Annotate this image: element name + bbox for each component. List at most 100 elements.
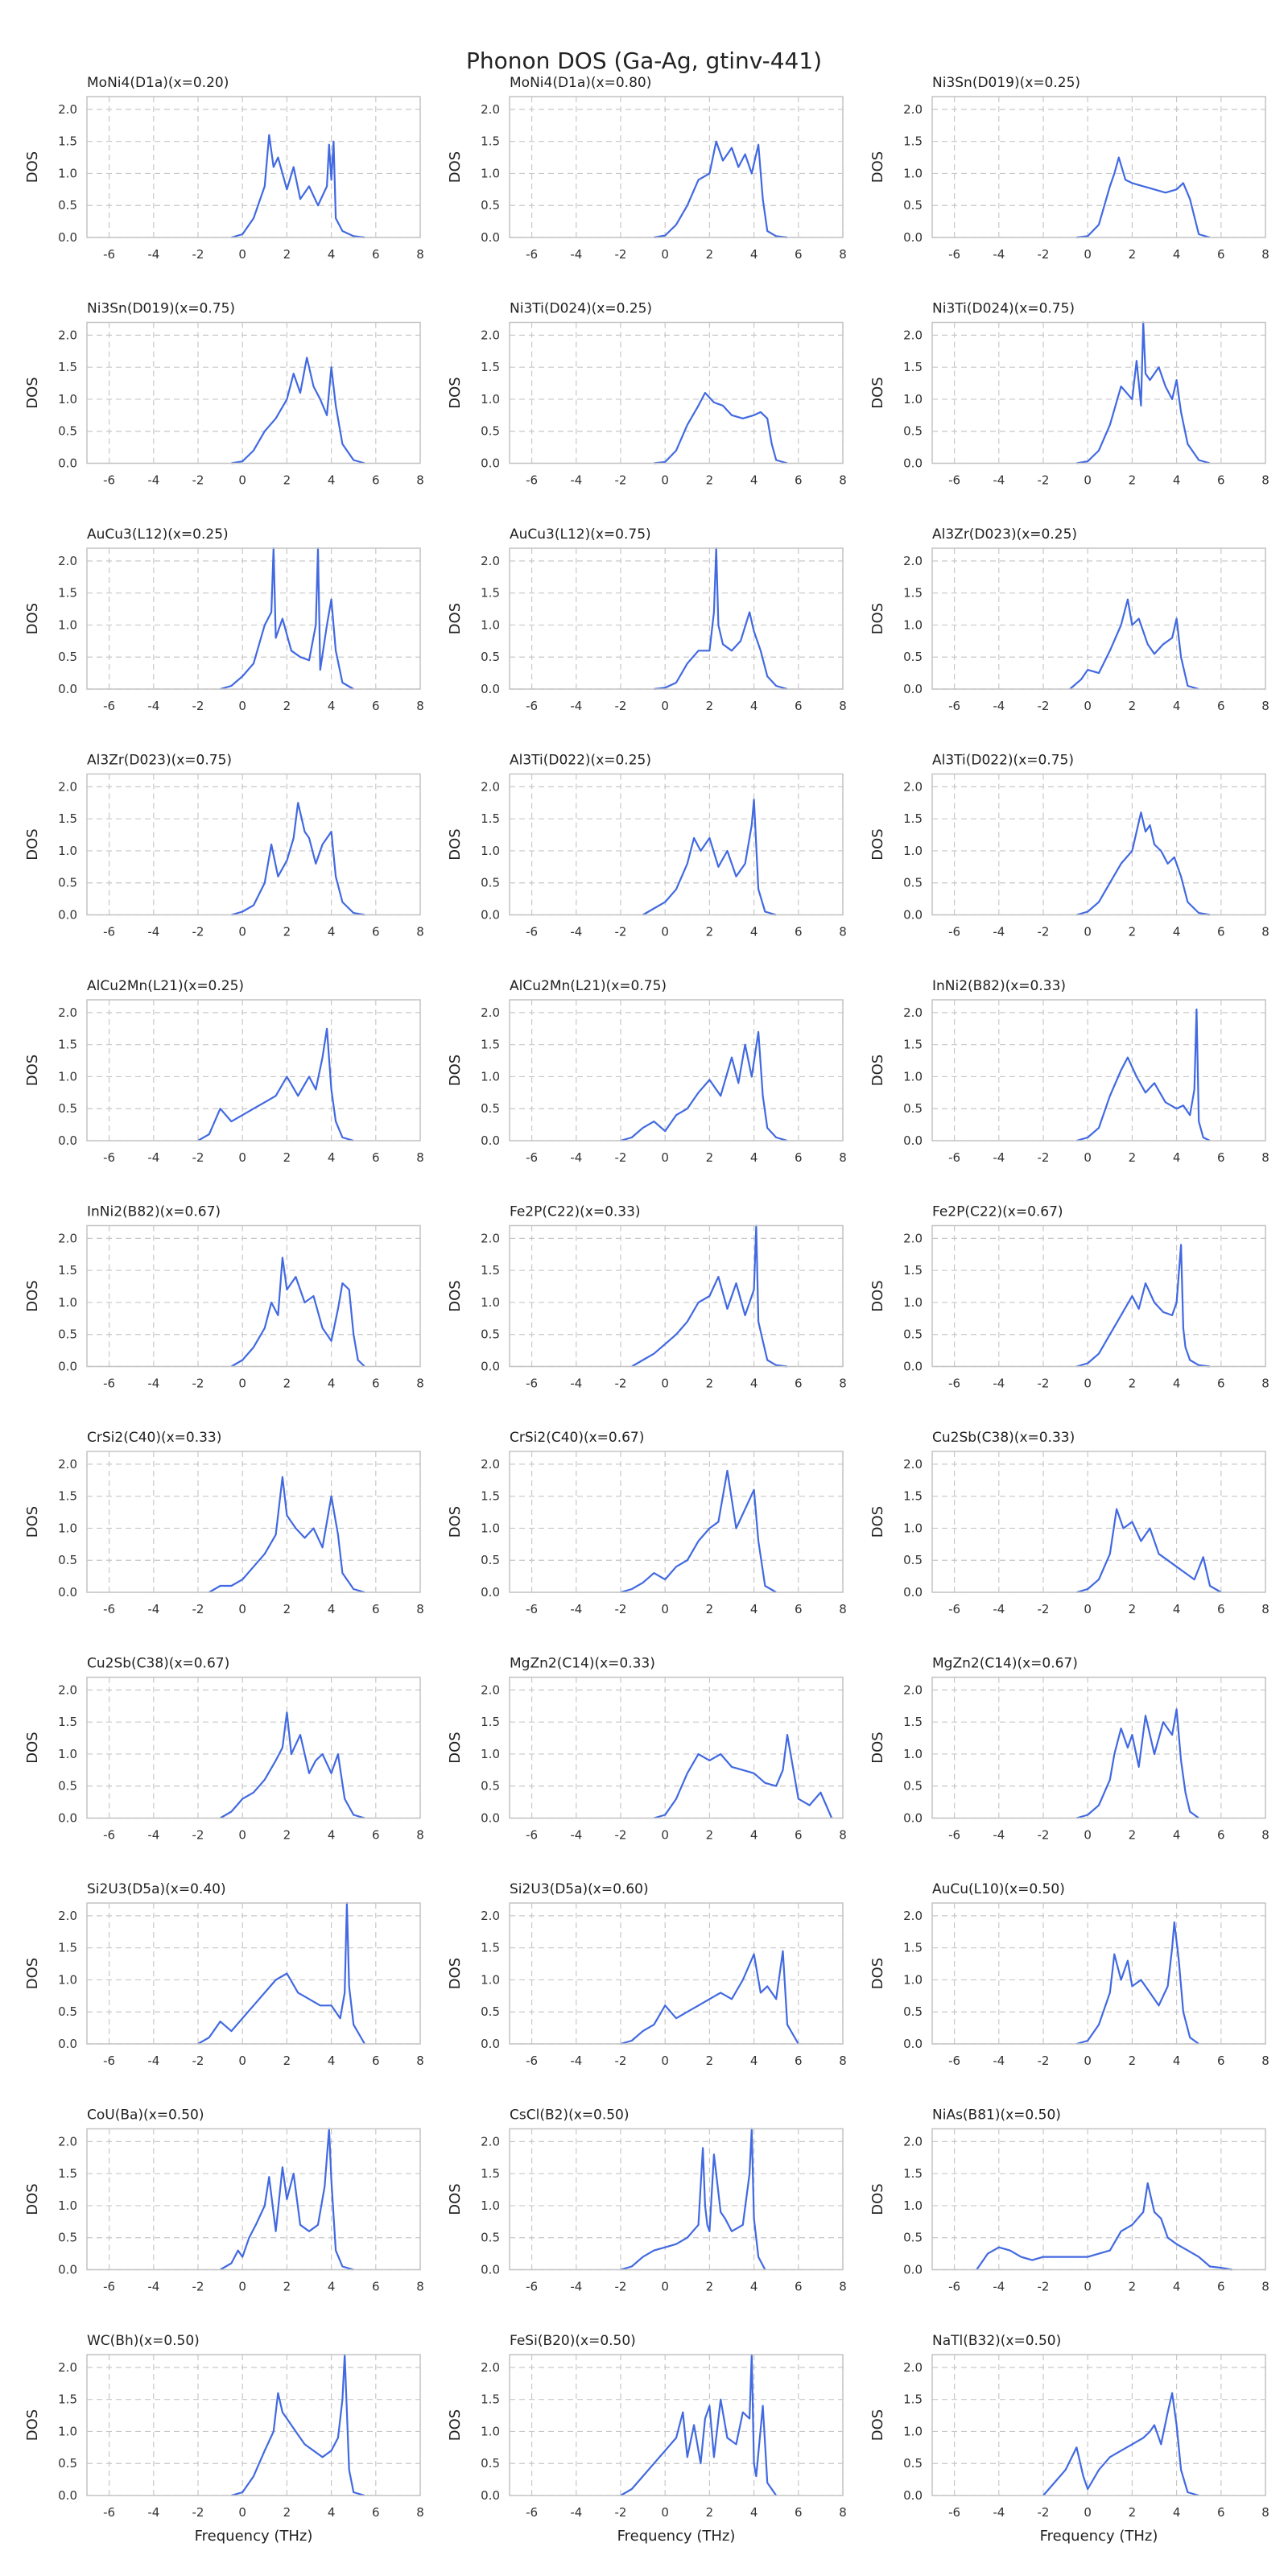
x-tick-label: 2 xyxy=(706,247,714,262)
y-axis-label: DOS xyxy=(447,151,464,183)
x-tick-label: -2 xyxy=(615,2280,627,2294)
x-tick-label: 0 xyxy=(1084,2054,1092,2068)
x-tick-label: -2 xyxy=(192,925,204,939)
x-tick-label: 4 xyxy=(328,1150,336,1165)
y-axis-label: DOS xyxy=(869,377,886,408)
y-tick-label: 1.5 xyxy=(58,1941,77,1955)
y-tick-label: 0.0 xyxy=(481,2037,500,2051)
y-tick-label: 1.5 xyxy=(58,1038,77,1052)
x-tick-label: 8 xyxy=(416,1828,424,1843)
x-tick-label: 0 xyxy=(661,2054,669,2068)
x-tick-label: -4 xyxy=(147,2054,159,2068)
x-tick-label: 2 xyxy=(283,2280,291,2294)
x-tick-label: -4 xyxy=(570,1602,582,1616)
y-tick-label: 0.0 xyxy=(903,230,923,245)
y-tick-label: 1.5 xyxy=(481,1038,500,1052)
dos-series-line xyxy=(1042,2392,1199,2497)
y-tick-label: 2.0 xyxy=(481,1457,500,1472)
x-tick-label: 6 xyxy=(1217,2505,1225,2520)
y-tick-label: 0.5 xyxy=(481,1101,500,1116)
x-tick-label: 2 xyxy=(283,925,291,939)
x-tick-label: 4 xyxy=(1173,699,1181,713)
panel-title: NiAs(B81)(x=0.50) xyxy=(932,2107,1061,2124)
x-tick-label: 4 xyxy=(328,2505,336,2520)
dos-panel: -6 -4 -2 0 2 4 6 8 0.0 0.5 1.0 1.5 2.0 CrSi2(C40)(x=0… xyxy=(447,1430,847,1616)
y-tick-label: 2.0 xyxy=(903,1682,923,1697)
y-axis-label: DOS xyxy=(24,1732,41,1763)
y-tick-label: 0.0 xyxy=(481,1811,500,1826)
dos-series-line xyxy=(620,1950,799,2046)
panel-grid: -6 -4 -2 0 2 4 6 8 0.0 0.5 1.0 1.5 2.0 MoNi4(D1a)(x=0… xyxy=(24,75,1269,2545)
x-tick-label: 6 xyxy=(1217,1602,1225,1616)
x-tick-label: 6 xyxy=(1217,473,1225,488)
y-tick-label: 1.0 xyxy=(58,2424,77,2438)
x-tick-label: 8 xyxy=(416,1377,424,1391)
dos-panel: -6 -4 -2 0 2 4 6 8 0.0 0.5 1.0 1.5 2.0 AuCu3(L12)(x=0… xyxy=(447,526,847,713)
x-tick-label: 2 xyxy=(706,925,714,939)
y-tick-label: 2.0 xyxy=(481,2360,500,2375)
panel-frame xyxy=(86,999,421,1141)
x-tick-label: 2 xyxy=(706,2054,714,2068)
y-tick-label: 1.0 xyxy=(903,1972,923,1987)
y-tick-label: 1.5 xyxy=(481,134,500,149)
x-tick-label: 8 xyxy=(839,2280,847,2294)
y-tick-label: 1.0 xyxy=(903,392,923,407)
x-tick-label: -2 xyxy=(1038,2054,1050,2068)
x-tick-label: 4 xyxy=(1173,1377,1181,1391)
x-tick-label: 4 xyxy=(1173,2505,1181,2520)
y-tick-label: 2.0 xyxy=(903,1457,923,1472)
dos-panel: -6 -4 -2 0 2 4 6 8 0.0 0.5 1.0 1.5 2.0 InNi2(B82)(x=0… xyxy=(24,1204,424,1391)
panel-title: CrSi2(C40)(x=0.67) xyxy=(510,1430,644,1446)
x-tick-label: 2 xyxy=(706,1377,714,1391)
x-tick-label: -2 xyxy=(615,1828,627,1843)
x-tick-label: 0 xyxy=(661,473,669,488)
x-tick-label: 6 xyxy=(1217,699,1225,713)
y-tick-label: 0.5 xyxy=(58,2456,77,2471)
dos-panel: -6 -4 -2 0 2 4 6 8 0.0 0.5 1.0 1.5 2.0 FeSi(B20)(x=0.… xyxy=(447,2333,847,2545)
x-tick-label: 6 xyxy=(795,2054,803,2068)
x-tick-label: -4 xyxy=(147,1377,159,1391)
panel-title: MgZn2(C14)(x=0.67) xyxy=(932,1656,1078,1672)
y-tick-label: 0.5 xyxy=(481,1779,500,1794)
dos-series-line xyxy=(231,2353,365,2497)
y-tick-label: 0.5 xyxy=(58,424,77,439)
x-tick-label: -6 xyxy=(103,1828,115,1843)
y-tick-label: 0.0 xyxy=(903,2488,923,2503)
x-tick-label: -4 xyxy=(570,1828,582,1843)
y-tick-label: 1.5 xyxy=(58,811,77,826)
dos-panel: -6 -4 -2 0 2 4 6 8 0.0 0.5 1.0 1.5 2.0 Al3Zr(D023)(x=… xyxy=(869,526,1269,713)
panel-frame xyxy=(931,773,1266,916)
x-tick-label: 0 xyxy=(661,1828,669,1843)
y-tick-label: 0.0 xyxy=(903,2037,923,2051)
panel-frame xyxy=(86,2128,421,2271)
x-tick-label: 2 xyxy=(283,473,291,488)
dos-series-line xyxy=(220,1711,365,1819)
x-tick-label: -2 xyxy=(615,1150,627,1165)
x-tick-label: 0 xyxy=(1084,2505,1092,2520)
x-tick-label: 2 xyxy=(706,1828,714,1843)
x-tick-label: 6 xyxy=(372,247,380,262)
y-axis-label: DOS xyxy=(24,151,41,183)
y-tick-label: 1.0 xyxy=(58,2198,77,2213)
panel-frame xyxy=(86,1451,421,1593)
x-tick-label: 4 xyxy=(750,1377,758,1391)
panel-frame xyxy=(931,1451,1266,1593)
dos-panel: -6 -4 -2 0 2 4 6 8 0.0 0.5 1.0 1.5 2.0 Ni3Ti(D024)(x=… xyxy=(869,301,1269,488)
y-tick-label: 1.5 xyxy=(481,586,500,601)
y-tick-label: 1.5 xyxy=(903,360,923,374)
panel-frame xyxy=(509,2354,844,2496)
x-tick-label: -4 xyxy=(570,2280,582,2294)
panel-frame xyxy=(509,1902,844,2045)
x-tick-label: -6 xyxy=(948,1150,960,1165)
y-tick-label: 1.0 xyxy=(58,1972,77,1987)
y-tick-label: 1.5 xyxy=(58,2392,77,2407)
x-tick-label: 0 xyxy=(661,1150,669,1165)
x-tick-label: 6 xyxy=(372,2505,380,2520)
x-tick-label: 0 xyxy=(238,247,246,262)
dos-series-line xyxy=(620,1469,777,1594)
y-tick-label: 1.0 xyxy=(903,166,923,180)
y-tick-label: 2.0 xyxy=(903,1231,923,1245)
panel-frame xyxy=(509,1676,844,1819)
y-tick-label: 1.5 xyxy=(481,1715,500,1729)
x-tick-label: -2 xyxy=(192,473,204,488)
